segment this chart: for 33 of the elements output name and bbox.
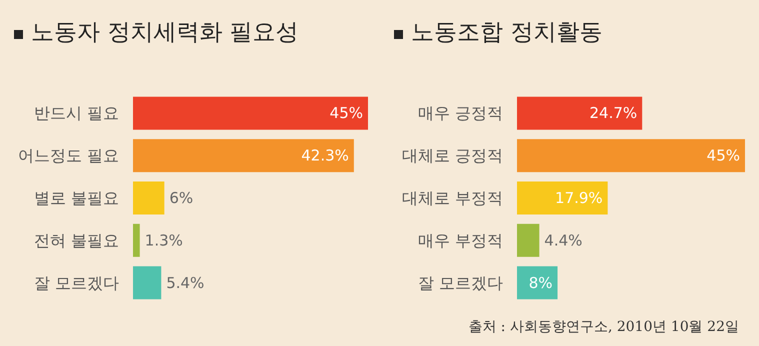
bar — [133, 224, 140, 257]
y-tick-label: 어느정도 필요 — [18, 146, 119, 166]
y-tick-label: 잘 모르겠다 — [34, 273, 119, 292]
data-label: 42.3% — [301, 146, 349, 165]
y-tick-label: 대체로 긍정적 — [402, 146, 503, 166]
data-label: 45% — [706, 146, 740, 165]
bar — [133, 96, 368, 130]
y-tick-label: 매우 부정적 — [418, 230, 503, 250]
data-label: 8% — [528, 274, 553, 292]
data-label: 4.4% — [544, 231, 582, 250]
y-tick-label: 대체로 부정적 — [402, 188, 503, 208]
data-label: 5.4% — [166, 274, 204, 292]
y-tick-label: 별로 불필요 — [34, 188, 119, 208]
data-label: 1.3% — [144, 231, 183, 250]
data-label: 17.9% — [555, 189, 603, 207]
bar — [133, 139, 354, 172]
y-tick-label: 잘 모르겠다 — [418, 273, 503, 292]
data-label: 45% — [330, 104, 363, 122]
data-label: 6% — [169, 189, 194, 207]
bar — [133, 266, 162, 300]
bar — [517, 139, 745, 172]
data-label: 24.7% — [589, 104, 638, 122]
source-note: 출처 : 사회동향연구소, 2010년 10월 22일 — [468, 319, 740, 335]
bar — [517, 96, 642, 130]
chart-title: 노동조합 정치활동 — [411, 20, 602, 46]
bar — [517, 224, 540, 257]
bar — [133, 182, 164, 214]
y-tick-label: 반드시 필요 — [34, 104, 119, 123]
y-tick-label: 전혀 불필요 — [34, 230, 119, 250]
bar — [517, 182, 608, 214]
y-tick-label: 매우 긍정적 — [418, 104, 503, 123]
chart-title: 노동자 정치세력화 필요성 — [31, 20, 299, 46]
bar — [517, 266, 558, 300]
